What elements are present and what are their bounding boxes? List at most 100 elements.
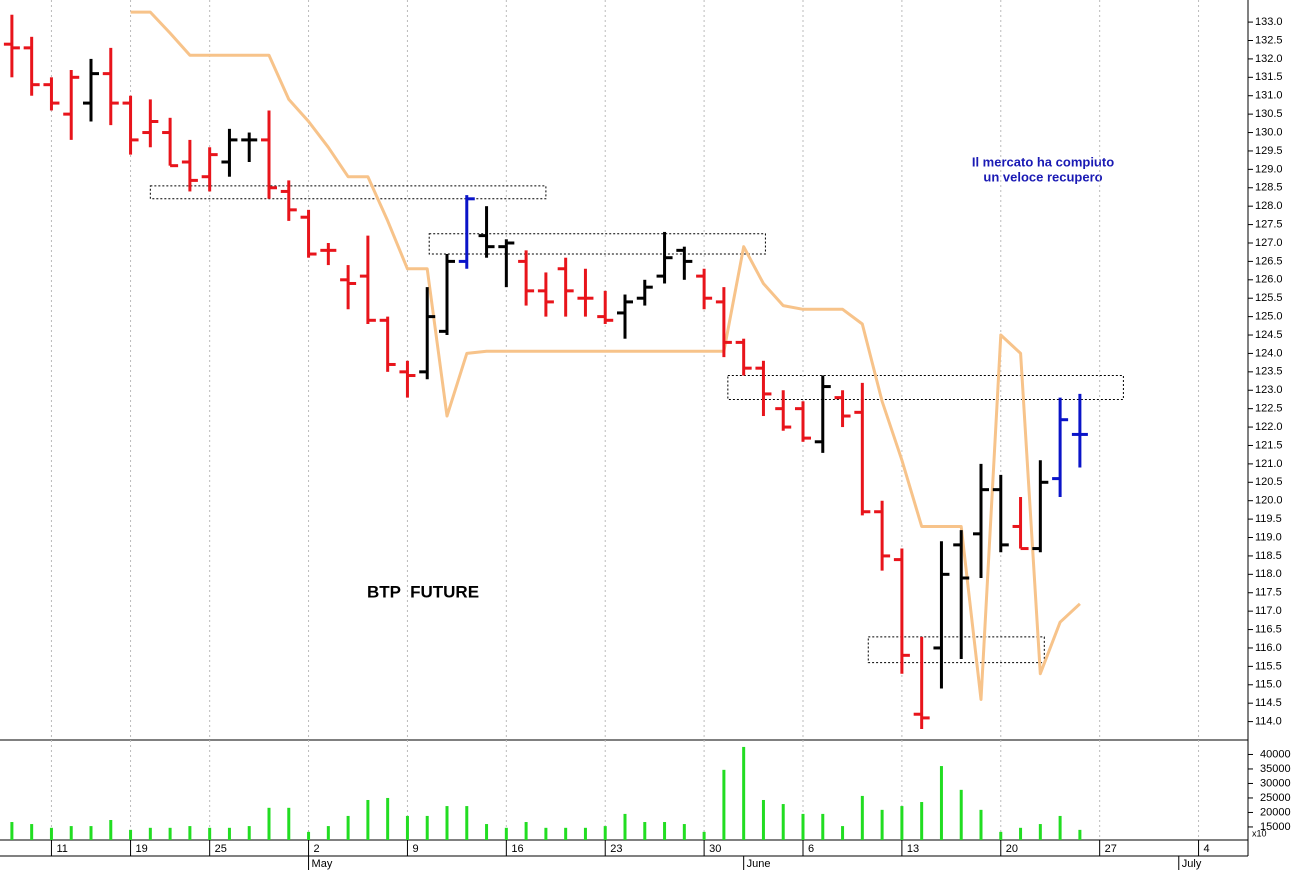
volume-tick-label: 30000 <box>1260 777 1291 789</box>
volume-bar <box>49 827 53 840</box>
volume-bar <box>860 795 864 840</box>
y-tick-label: 116.5 <box>1255 623 1282 635</box>
volume-bar <box>287 807 291 840</box>
y-tick-label: 131.5 <box>1255 71 1283 83</box>
y-tick-label: 133.0 <box>1255 16 1283 28</box>
volume-bar <box>702 831 706 840</box>
y-tick-label: 124.5 <box>1255 329 1283 341</box>
volume-bar <box>326 826 330 840</box>
y-tick-label: 115.0 <box>1255 679 1282 691</box>
y-tick-label: 121.5 <box>1255 439 1283 451</box>
volume-bar <box>920 802 924 840</box>
y-tick-label: 127.0 <box>1255 237 1283 249</box>
y-tick-label: 117.5 <box>1255 587 1282 599</box>
y-tick-label: 128.5 <box>1255 182 1283 194</box>
annotation: un veloce recupero <box>983 169 1102 184</box>
volume-bar <box>109 819 113 840</box>
y-tick-label: 132.5 <box>1255 34 1283 46</box>
volume-bar <box>504 827 508 840</box>
x-tick-label: 16 <box>511 843 523 855</box>
volume-bar <box>386 797 390 840</box>
x-tick-label: 25 <box>215 843 227 855</box>
volume-bar <box>900 806 904 840</box>
y-tick-label: 114.0 <box>1255 715 1282 727</box>
y-tick-label: 114.5 <box>1255 697 1282 709</box>
volume-scale-label: x10 <box>1252 828 1267 838</box>
volume-bar <box>880 809 884 840</box>
y-tick-label: 122.5 <box>1255 403 1283 415</box>
x-tick-label: 13 <box>907 843 919 855</box>
y-tick-label: 132.0 <box>1255 53 1283 65</box>
volume-bar <box>1038 824 1042 840</box>
y-tick-label: 122.0 <box>1255 421 1283 433</box>
y-tick-label: 118.5 <box>1255 550 1282 562</box>
x-tick-label: 23 <box>610 843 622 855</box>
x-tick-label: 27 <box>1105 843 1117 855</box>
chart-label: BTP FUTURE <box>367 582 479 601</box>
volume-bar <box>583 827 587 840</box>
y-tick-label: 119.0 <box>1255 531 1282 543</box>
volume-bar <box>999 831 1003 840</box>
y-tick-label: 120.5 <box>1255 476 1283 488</box>
volume-tick-label: 35000 <box>1260 763 1291 775</box>
y-tick-label: 119.5 <box>1255 513 1282 525</box>
annotation: Il mercato ha compiuto <box>972 154 1114 169</box>
volume-bar <box>524 822 528 840</box>
volume-bar <box>307 831 311 840</box>
x-tick-label: 6 <box>808 843 814 855</box>
y-tick-label: 126.5 <box>1255 255 1283 267</box>
volume-bar <box>564 827 568 840</box>
volume-bar <box>544 827 548 840</box>
zone <box>149 185 547 200</box>
volume-tick-label: 40000 <box>1260 748 1291 760</box>
y-tick-label: 129.5 <box>1255 145 1283 157</box>
volume-bar <box>267 807 271 840</box>
x-tick-label: 20 <box>1006 843 1018 855</box>
volume-bar <box>603 826 607 840</box>
y-tick-label: 125.5 <box>1255 292 1283 304</box>
volume-bar <box>742 746 746 840</box>
volume-bar <box>89 826 93 840</box>
y-tick-label: 116.0 <box>1255 642 1282 654</box>
volume-bar <box>30 824 34 840</box>
volume-bar <box>623 813 627 840</box>
volume-bar <box>227 827 231 840</box>
volume-bar <box>247 826 251 840</box>
zone <box>867 636 1045 664</box>
y-tick-label: 128.0 <box>1255 200 1283 212</box>
y-tick-label: 120.0 <box>1255 495 1283 507</box>
y-tick-label: 123.5 <box>1255 366 1283 378</box>
x-tick-label: 9 <box>412 843 418 855</box>
volume-bar <box>208 827 212 840</box>
volume-bar <box>445 806 449 840</box>
volume-tick-label: 15000 <box>1260 821 1291 833</box>
volume-bar <box>682 824 686 840</box>
volume-bar <box>346 815 350 840</box>
month-label: July <box>1182 858 1202 870</box>
volume-bar <box>939 766 943 840</box>
volume-bar <box>979 809 983 840</box>
zone <box>428 233 766 255</box>
y-tick-label: 129.0 <box>1255 163 1283 175</box>
volume-bar <box>821 813 825 840</box>
volume-bar <box>168 827 172 840</box>
y-tick-label: 130.0 <box>1255 126 1283 138</box>
volume-bar <box>10 822 14 840</box>
volume-bar <box>405 815 409 840</box>
volume-bar <box>1078 829 1082 840</box>
volume-bar <box>188 826 192 840</box>
y-tick-label: 117.0 <box>1255 605 1282 617</box>
y-tick-label: 118.0 <box>1255 568 1282 580</box>
volume-bar <box>959 789 963 840</box>
volume-bar <box>465 806 469 840</box>
volume-bar <box>425 815 429 840</box>
y-tick-label: 121.0 <box>1255 458 1283 470</box>
volume-bar <box>366 799 370 840</box>
x-tick-label: 11 <box>56 843 67 855</box>
indicator-line <box>130 10 1081 701</box>
x-tick-label: 19 <box>136 843 148 855</box>
volume-bar <box>801 813 805 840</box>
month-label: May <box>312 858 333 870</box>
